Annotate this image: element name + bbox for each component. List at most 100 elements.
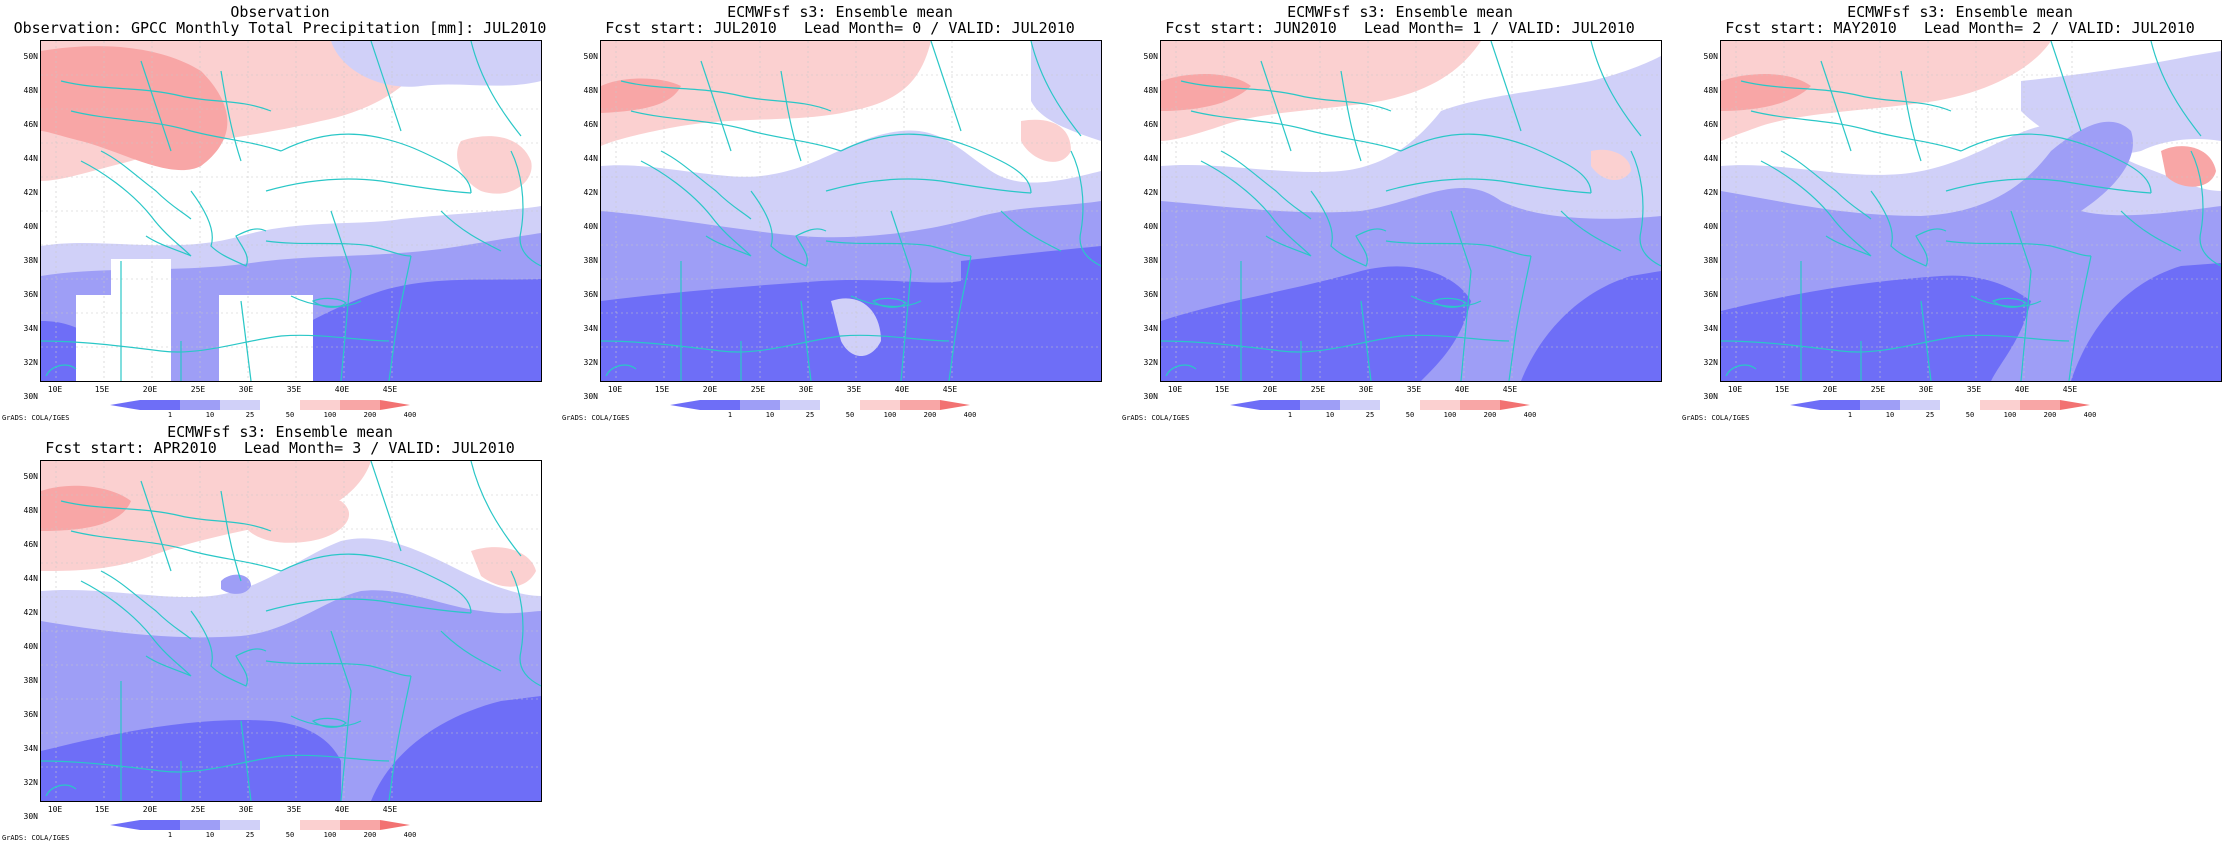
- colorbar-label: 100: [323, 831, 337, 839]
- colorbar-label: 25: [245, 411, 255, 419]
- latitude-label: 44N: [1143, 154, 1158, 163]
- grads-credit: GrADS: COLA/IGES: [1122, 414, 1190, 422]
- latitude-label: 42N: [23, 608, 38, 617]
- colorbar-graphic: [110, 820, 410, 830]
- colorbar-label: 400: [2083, 411, 2097, 419]
- latitude-label: 34N: [1143, 324, 1158, 333]
- latitude-label: 38N: [1143, 256, 1158, 265]
- longitude-label: 25E: [750, 385, 766, 394]
- colorbar-label: 200: [2043, 411, 2057, 419]
- longitude-label: 30E: [1918, 385, 1934, 394]
- latitude-label: 42N: [583, 188, 598, 197]
- latitude-label: 34N: [23, 744, 38, 753]
- colorbar-label: 1: [167, 411, 173, 419]
- longitude-label: 15E: [1774, 385, 1790, 394]
- panel-subtitle: Observation: GPCC Monthly Total Precipit…: [13, 19, 547, 37]
- latitude-label: 44N: [23, 574, 38, 583]
- longitude-label: 25E: [1310, 385, 1326, 394]
- latitude-label: 38N: [23, 676, 38, 685]
- latitude-label: 46N: [1703, 120, 1718, 129]
- panel-subtitle: Fcst start: JUN2010 Lead Month= 1 / VALI…: [1165, 19, 1635, 37]
- colorbar-label: 10: [765, 411, 775, 419]
- colorbar-label: 400: [963, 411, 977, 419]
- colorbar-label: 200: [923, 411, 937, 419]
- longitude-label: 45E: [382, 385, 398, 394]
- longitude-label: 45E: [942, 385, 958, 394]
- colorbar-graphic: [670, 400, 970, 410]
- longitude-label: 15E: [654, 385, 670, 394]
- latitude-label: 40N: [1143, 222, 1158, 231]
- colorbar-label: 200: [1483, 411, 1497, 419]
- map-panel: ECMWFsf s3: Ensemble mean Fcst start: JUL…: [560, 0, 1120, 422]
- grads-credit: GrADS: COLA/IGES: [2, 414, 70, 422]
- latitude-label: 38N: [583, 256, 598, 265]
- colorbar-label: 100: [883, 411, 897, 419]
- colorbar-label: 400: [403, 831, 417, 839]
- panel-subtitle: Fcst start: JUL2010 Lead Month= 0 / VALI…: [605, 19, 1075, 37]
- latitude-label: 40N: [1703, 222, 1718, 231]
- panel-title: ECMWFsf s3: Ensemble mean: [727, 3, 953, 21]
- latitude-label: 38N: [23, 256, 38, 265]
- colorbar-label: 25: [245, 831, 255, 839]
- longitude-label: 40E: [334, 385, 350, 394]
- latitude-label: 48N: [23, 506, 38, 515]
- latitude-label: 48N: [1703, 86, 1718, 95]
- latitude-label: 36N: [583, 290, 598, 299]
- latitude-label: 32N: [1703, 358, 1718, 367]
- grads-credit: GrADS: COLA/IGES: [2, 834, 70, 842]
- latitude-label: 36N: [23, 290, 38, 299]
- longitude-label: 15E: [94, 385, 110, 394]
- latitude-label: 40N: [23, 642, 38, 651]
- longitude-label: 20E: [702, 385, 718, 394]
- colorbar: 1 10 25 50 100 200 400: [110, 820, 450, 840]
- colorbar-label: 10: [1885, 411, 1895, 419]
- longitude-label: 40E: [894, 385, 910, 394]
- precipitation-map: [1160, 40, 1662, 382]
- latitude-label: 40N: [583, 222, 598, 231]
- longitude-label: 40E: [334, 805, 350, 814]
- colorbar-graphic: [1230, 400, 1530, 410]
- colorbar-label: 1: [1847, 411, 1853, 419]
- latitude-label: 32N: [1143, 358, 1158, 367]
- longitude-label: 20E: [1262, 385, 1278, 394]
- map-panel: ECMWFsf s3: Ensemble mean Fcst start: JUN…: [1120, 0, 1680, 422]
- map-panel: Observation Observation: GPCC Monthly Tot…: [0, 0, 560, 422]
- longitude-label: 35E: [286, 385, 302, 394]
- latitude-label: 46N: [583, 120, 598, 129]
- colorbar-label: 100: [2003, 411, 2017, 419]
- longitude-label: 30E: [238, 805, 254, 814]
- precipitation-map: [600, 40, 1102, 382]
- colorbar-label: 25: [1925, 411, 1935, 419]
- latitude-label: 50N: [583, 52, 598, 61]
- latitude-label: 42N: [1143, 188, 1158, 197]
- latitude-label: 36N: [1143, 290, 1158, 299]
- latitude-label: 50N: [1143, 52, 1158, 61]
- latitude-label: 44N: [583, 154, 598, 163]
- latitude-label: 30N: [23, 812, 38, 821]
- map-panel: ECMWFsf s3: Ensemble mean Fcst start: APR…: [0, 420, 560, 842]
- latitude-label: 50N: [23, 472, 38, 481]
- latitude-label: 32N: [583, 358, 598, 367]
- longitude-label: 10E: [607, 385, 623, 394]
- colorbar: 1 10 25 50 100 200 400: [670, 400, 1010, 420]
- latitude-label: 34N: [1703, 324, 1718, 333]
- colorbar-label: 1: [727, 411, 733, 419]
- longitude-label: 45E: [382, 805, 398, 814]
- latitude-label: 42N: [23, 188, 38, 197]
- longitude-label: 30E: [238, 385, 254, 394]
- colorbar-label: 50: [845, 411, 855, 419]
- panel-title: ECMWFsf s3: Ensemble mean: [167, 423, 393, 441]
- colorbar-label: 10: [205, 831, 215, 839]
- colorbar-label: 400: [403, 411, 417, 419]
- panel-subtitle: Fcst start: APR2010 Lead Month= 3 / VALI…: [45, 439, 515, 457]
- colorbar-graphic: [1790, 400, 2090, 410]
- colorbar: 1 10 25 50 100 200 400: [1230, 400, 1570, 420]
- longitude-label: 15E: [94, 805, 110, 814]
- latitude-label: 46N: [23, 120, 38, 129]
- colorbar-label: 100: [1443, 411, 1457, 419]
- latitude-label: 30N: [1143, 392, 1158, 401]
- latitude-label: 40N: [23, 222, 38, 231]
- longitude-label: 35E: [1966, 385, 1982, 394]
- colorbar-label: 200: [363, 411, 377, 419]
- latitude-label: 48N: [1143, 86, 1158, 95]
